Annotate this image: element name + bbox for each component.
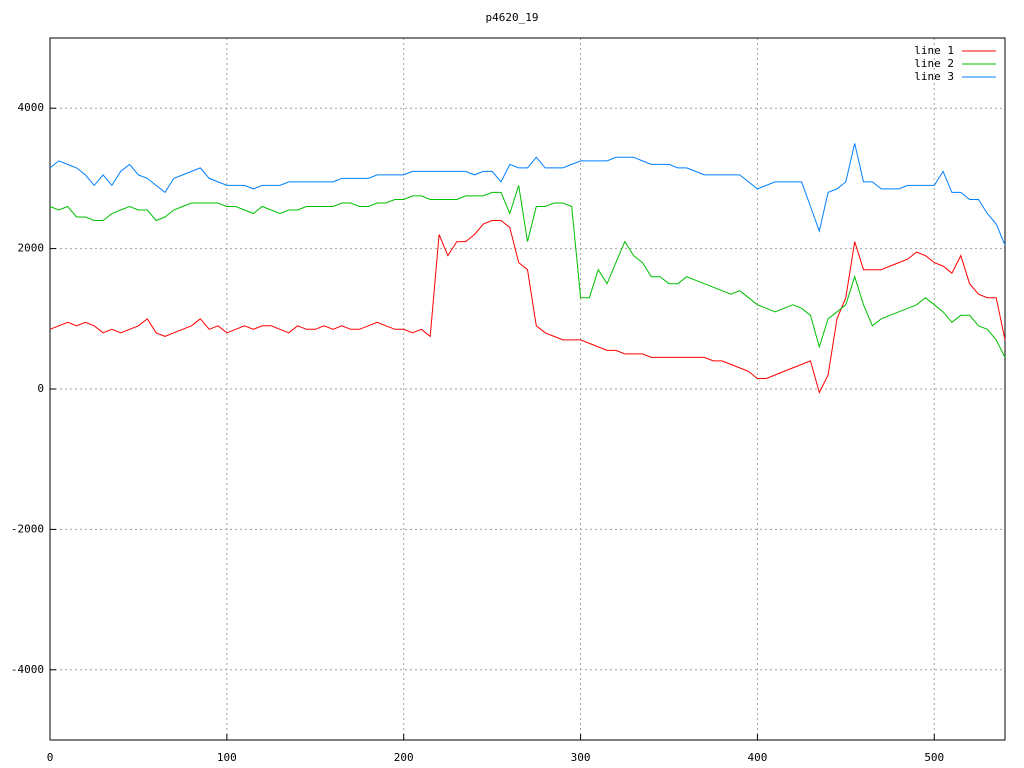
y-tick-label: -2000	[11, 522, 44, 535]
x-tick-label: 300	[571, 751, 591, 764]
x-tick-label: 0	[47, 751, 54, 764]
y-tick-label: -4000	[11, 663, 44, 676]
y-tick-label: 0	[37, 382, 44, 395]
legend-label: line 2	[914, 57, 954, 70]
x-tick-label: 400	[747, 751, 767, 764]
data-line	[49, 185, 1006, 358]
y-tick-label: 2000	[18, 242, 45, 255]
chart-title: p4620_19	[486, 11, 539, 24]
data-line	[49, 220, 1006, 394]
legend-label: line 1	[914, 44, 954, 57]
x-tick-label: 100	[217, 751, 237, 764]
plot-border	[49, 37, 1006, 741]
x-tick-label: 200	[394, 751, 414, 764]
data-line	[49, 143, 1006, 246]
legend-label: line 3	[914, 70, 954, 83]
y-tick-label: 4000	[18, 101, 45, 114]
x-tick-label: 500	[924, 751, 944, 764]
